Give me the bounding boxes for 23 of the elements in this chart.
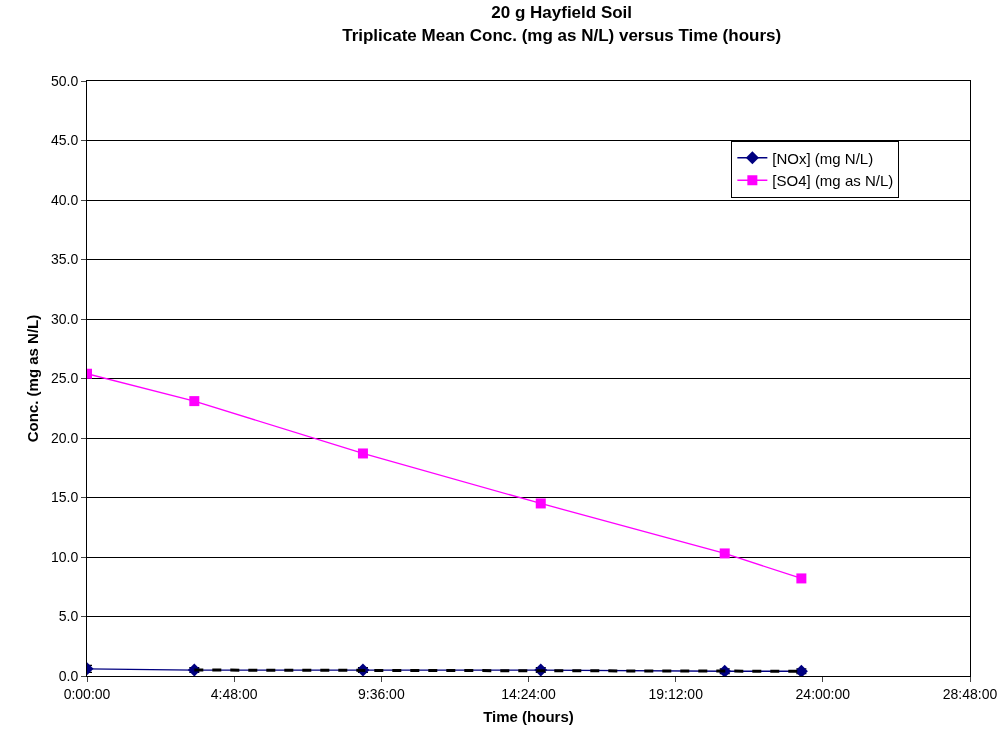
y-tick-label: 50.0 bbox=[50, 72, 79, 89]
y-tick-label: 15.0 bbox=[50, 489, 79, 506]
x-tick-label: 19:12:00 bbox=[648, 685, 704, 702]
y-tick-label: 40.0 bbox=[50, 191, 79, 208]
y-tick-label: 5.0 bbox=[58, 608, 79, 625]
x-axis-title: Time (hours) bbox=[483, 707, 574, 725]
y-tick-label: 25.0 bbox=[50, 370, 79, 387]
x-tick-label: 28:48:00 bbox=[942, 685, 998, 702]
y-tick-label: 10.0 bbox=[50, 548, 79, 565]
x-tick-label: 9:36:00 bbox=[357, 685, 405, 702]
x-tick-label: 24:00:00 bbox=[795, 685, 851, 702]
legend-label: [NOx] (mg N/L) bbox=[772, 149, 874, 167]
x-tick-label: 4:48:00 bbox=[210, 685, 258, 702]
y-tick-label: 0.0 bbox=[58, 667, 79, 684]
y-tick-label: 20.0 bbox=[50, 429, 79, 446]
chart-title: 20 g Hayfield Soil Triplicate Mean Conc. (mg as N/L) versus Time (hours) bbox=[342, 3, 782, 45]
y-axis-title: Conc. (mg as N/L) bbox=[24, 314, 42, 443]
legend-label: [SO4] (mg as N/L) bbox=[772, 172, 894, 190]
y-tick-label: 35.0 bbox=[50, 251, 79, 268]
y-tick-label: 45.0 bbox=[50, 132, 79, 149]
y-tick-label: 30.0 bbox=[50, 310, 79, 327]
x-tick-label: 0:00:00 bbox=[63, 685, 111, 702]
x-tick-label: 14:24:00 bbox=[501, 685, 556, 702]
